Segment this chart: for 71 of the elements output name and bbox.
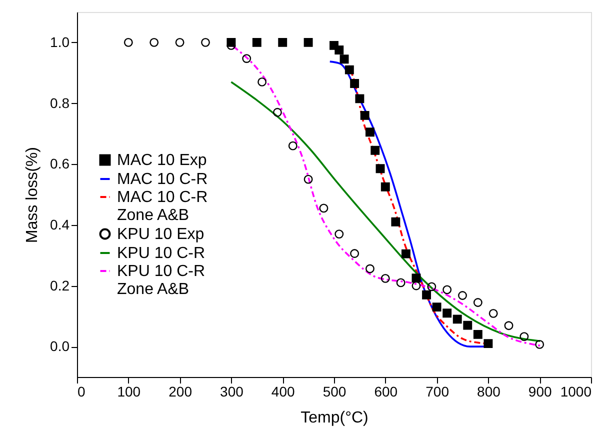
point bbox=[473, 330, 482, 339]
point bbox=[278, 38, 288, 47]
point bbox=[252, 38, 262, 47]
x-tick-label: 200 bbox=[168, 384, 192, 400]
x-tick-label: 900 bbox=[528, 384, 552, 400]
x-tick-label: 100 bbox=[117, 384, 141, 400]
point bbox=[380, 274, 390, 283]
legend-label: MAC 10 C-R Zone A&B bbox=[117, 189, 208, 224]
point bbox=[344, 65, 354, 74]
point bbox=[432, 302, 442, 312]
y-tick-label: 0.8 bbox=[50, 94, 70, 111]
point bbox=[391, 217, 400, 226]
point bbox=[360, 110, 370, 120]
point bbox=[201, 38, 210, 47]
x-tick-label: 0 bbox=[78, 384, 86, 400]
x-tick-label: 1000 bbox=[560, 384, 592, 400]
point bbox=[504, 321, 514, 330]
y-tick-label: 0.0 bbox=[50, 338, 70, 354]
point bbox=[258, 77, 267, 86]
point bbox=[376, 164, 385, 174]
point bbox=[350, 79, 360, 88]
point bbox=[452, 314, 462, 324]
point bbox=[304, 174, 313, 184]
y-tick-label: 1.0 bbox=[50, 34, 70, 50]
point bbox=[458, 291, 467, 300]
point bbox=[535, 340, 544, 349]
x-tick-label: 800 bbox=[477, 384, 501, 400]
point bbox=[370, 146, 380, 155]
point bbox=[272, 108, 282, 117]
point bbox=[150, 38, 159, 47]
legend-label: KPU 10 C-R bbox=[117, 245, 206, 262]
x-tick-label: 600 bbox=[374, 384, 398, 400]
point bbox=[288, 141, 298, 150]
point bbox=[396, 278, 406, 288]
point bbox=[334, 46, 344, 54]
point bbox=[366, 264, 374, 274]
point bbox=[319, 204, 328, 213]
point bbox=[488, 308, 498, 318]
point bbox=[484, 339, 493, 348]
point bbox=[520, 332, 529, 342]
point bbox=[304, 38, 313, 47]
point bbox=[350, 249, 360, 258]
point bbox=[422, 290, 431, 300]
legend-label: MAC 10 C-R bbox=[117, 171, 208, 188]
y-tick-label: 0.6 bbox=[50, 156, 70, 172]
x-tick-label: 400 bbox=[271, 384, 295, 400]
point bbox=[124, 38, 133, 47]
point bbox=[442, 308, 452, 318]
point bbox=[175, 38, 184, 47]
point bbox=[412, 274, 421, 283]
x-axis-title: Temp(°C) bbox=[300, 410, 368, 426]
x-tick-label: 700 bbox=[426, 384, 450, 400]
point bbox=[427, 282, 436, 292]
legend-label: KPU 10 Exp bbox=[117, 226, 204, 243]
x-tick-label: 300 bbox=[220, 384, 244, 400]
y-tick-label: 0.2 bbox=[50, 277, 70, 294]
point bbox=[401, 249, 410, 258]
y-axis-title: Mass loss(%) bbox=[24, 146, 42, 244]
point bbox=[473, 298, 482, 307]
point bbox=[340, 54, 349, 64]
point bbox=[366, 128, 374, 137]
y-tick-label: 0.4 bbox=[50, 216, 70, 232]
point bbox=[442, 285, 452, 294]
legend-label: MAC 10 Exp bbox=[117, 152, 207, 169]
point bbox=[242, 54, 252, 64]
x-tick-label: 500 bbox=[322, 384, 346, 400]
legend-label: KPU 10 C-R Zone A&B bbox=[117, 263, 206, 298]
point bbox=[334, 230, 344, 239]
point bbox=[355, 94, 364, 104]
point bbox=[463, 320, 472, 330]
point bbox=[380, 182, 390, 192]
